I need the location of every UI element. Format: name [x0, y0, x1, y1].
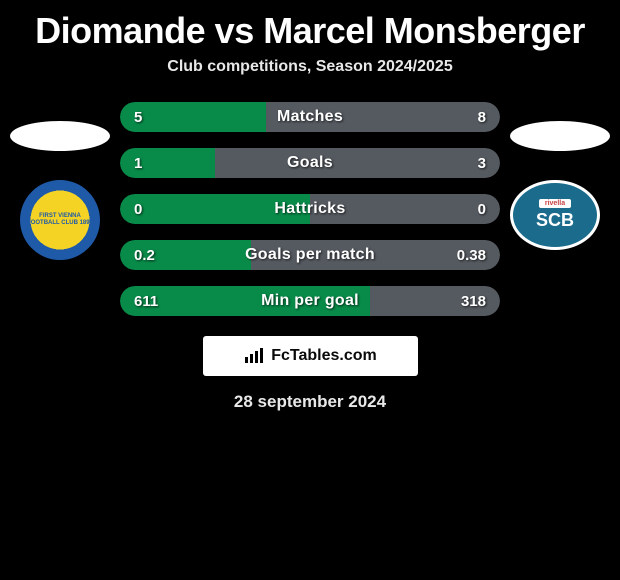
stat-bar: 0.2 Goals per match 0.38	[120, 240, 500, 270]
chart-icon	[243, 347, 265, 365]
stats-bars: 5 Matches 8 1 Goals 3 0 Hattricks 0 0.2 …	[120, 94, 500, 316]
stat-bar: 1 Goals 3	[120, 148, 500, 178]
stat-right-value: 0	[478, 201, 486, 218]
stat-right-value: 8	[478, 109, 486, 126]
footer-badge[interactable]: FcTables.com	[203, 336, 418, 376]
player-avatar-right	[510, 121, 610, 151]
stat-bar: 5 Matches 8	[120, 102, 500, 132]
club-badge-right: rivella SCB	[510, 180, 600, 250]
player-avatar-left	[10, 121, 110, 151]
stat-label: Min per goal	[261, 292, 359, 310]
bar-right-fill	[215, 148, 500, 178]
club-main: SCB	[536, 211, 574, 231]
stat-right-value: 3	[478, 155, 486, 172]
date-text: 28 september 2024	[0, 376, 620, 412]
club-sponsor: rivella	[539, 199, 571, 209]
footer-brand-text: FcTables.com	[271, 347, 377, 365]
stat-label: Hattricks	[274, 200, 345, 218]
stat-left-value: 1	[134, 155, 142, 172]
stat-bar: 611 Min per goal 318	[120, 286, 500, 316]
stat-label: Goals per match	[245, 246, 375, 264]
club-badge-left: FIRST VIENNA FOOTBALL CLUB 1894	[20, 180, 100, 260]
subtitle: Club competitions, Season 2024/2025	[0, 58, 620, 94]
stat-left-value: 0	[134, 201, 142, 218]
stat-right-value: 318	[461, 293, 486, 310]
club-badge-left-text: FIRST VIENNA FOOTBALL CLUB 1894	[24, 213, 96, 226]
stat-label: Goals	[287, 154, 333, 172]
stat-bar: 0 Hattricks 0	[120, 194, 500, 224]
stat-left-value: 611	[134, 293, 158, 310]
page-title: Diomande vs Marcel Monsberger	[0, 0, 620, 58]
stat-label: Matches	[277, 108, 343, 126]
stat-right-value: 0.38	[457, 247, 486, 264]
stat-left-value: 5	[134, 109, 142, 126]
stat-left-value: 0.2	[134, 247, 155, 264]
